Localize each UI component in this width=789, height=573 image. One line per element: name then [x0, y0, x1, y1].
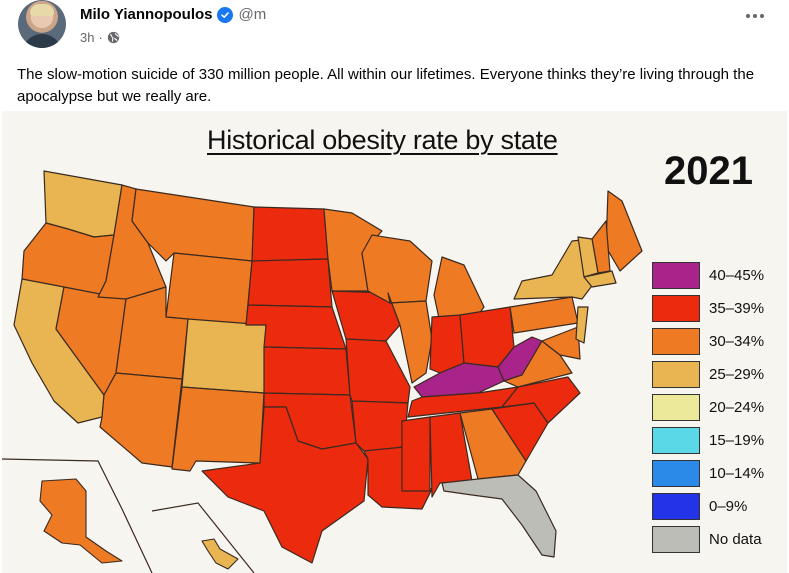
legend-item: 30–34%	[652, 325, 782, 358]
legend-label: No data	[709, 531, 762, 548]
author-name[interactable]: Milo Yiannopoulos	[80, 6, 213, 23]
state-HI	[201, 538, 239, 570]
legend-item: 0–9%	[652, 490, 782, 523]
legend-label: 10–14%	[709, 465, 765, 482]
author-handle[interactable]: @m	[238, 6, 267, 23]
legend-swatch	[652, 262, 700, 289]
legend-label: 0–9%	[709, 498, 748, 515]
legend-swatch	[652, 526, 700, 553]
state-KS	[263, 346, 351, 396]
legend-swatch	[652, 328, 700, 355]
post-image[interactable]: Historical obesity rate by state 2021 40…	[2, 111, 787, 573]
state-WI	[361, 234, 433, 304]
state-MD	[541, 326, 581, 360]
hawaii-inset-border	[151, 502, 255, 573]
state-IL	[387, 292, 433, 384]
legend-item: 20–24%	[652, 391, 782, 424]
legend-item: 10–14%	[652, 457, 782, 490]
legend-swatch	[652, 460, 700, 487]
author-row: Milo Yiannopoulos @m	[80, 6, 266, 23]
legend-item: 15–19%	[652, 424, 782, 457]
legend-label: 25–29%	[709, 366, 765, 383]
map-year: 2021	[664, 149, 753, 193]
state-AK	[39, 478, 123, 564]
state-SD	[247, 258, 333, 308]
avatar[interactable]	[18, 0, 66, 48]
legend-label: 15–19%	[709, 432, 765, 449]
state-CO	[181, 318, 267, 394]
dot-icon	[753, 14, 757, 18]
state-FL	[441, 474, 557, 558]
legend-item: No data	[652, 523, 782, 556]
legend-item: 35–39%	[652, 292, 782, 325]
state-PA	[509, 296, 579, 334]
state-NM	[171, 386, 265, 472]
legend-swatch	[652, 427, 700, 454]
more-options-button[interactable]	[741, 6, 769, 26]
legend-item: 40–45%	[652, 259, 782, 292]
globe-icon	[107, 31, 119, 44]
state-MS	[401, 416, 431, 492]
state-IN	[429, 314, 465, 374]
legend-swatch	[652, 295, 700, 322]
state-NJ	[575, 306, 589, 344]
map-title: Historical obesity rate by state	[207, 125, 558, 155]
state-MA	[583, 270, 617, 288]
legend-swatch	[652, 493, 700, 520]
legend-swatch	[652, 361, 700, 388]
post-time[interactable]: 3h	[80, 30, 95, 45]
state-VT	[577, 236, 599, 278]
avatar-hair	[30, 4, 54, 16]
state-MO	[345, 338, 411, 404]
legend-label: 40–45%	[709, 267, 765, 284]
dot-icon	[746, 14, 750, 18]
state-WY	[165, 252, 253, 326]
state-TX	[201, 406, 369, 564]
state-GA	[459, 408, 527, 480]
post-text: The slow-motion suicide of 330 million p…	[17, 66, 755, 105]
us-obesity-map	[2, 170, 643, 573]
legend-label: 35–39%	[709, 300, 765, 317]
legend-swatch	[652, 394, 700, 421]
verified-badge-icon	[216, 6, 233, 23]
legend-label: 30–34%	[709, 333, 765, 350]
post-header: Milo Yiannopoulos @m 3h ·	[16, 0, 773, 56]
legend-item: 25–29%	[652, 358, 782, 391]
state-ME	[605, 190, 643, 272]
avatar-shirt	[22, 34, 62, 48]
state-AZ	[99, 372, 183, 468]
dot-icon	[760, 14, 764, 18]
post-meta: 3h ·	[80, 30, 120, 45]
alaska-inset-border	[2, 458, 153, 573]
state-AR	[351, 400, 409, 452]
meta-separator: ·	[98, 30, 103, 45]
legend-label: 20–24%	[709, 399, 765, 416]
state-ND	[251, 206, 329, 262]
legend: 40–45% 35–39% 30–34% 25–29% 20–24% 15–19% 10–1…	[652, 259, 782, 556]
